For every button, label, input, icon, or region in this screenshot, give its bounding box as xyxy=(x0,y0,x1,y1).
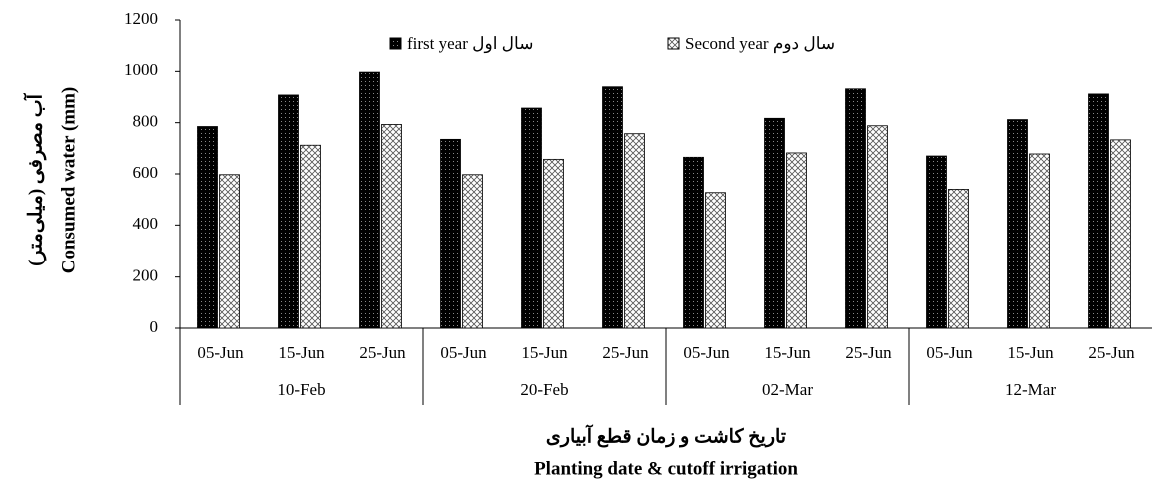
legend-swatch xyxy=(667,37,680,50)
bar xyxy=(521,107,542,329)
y-axis-title-fa: آب مصرفی (میلی‌متر) xyxy=(22,92,46,266)
bar xyxy=(624,133,645,329)
bar xyxy=(948,188,969,329)
bar xyxy=(381,124,402,329)
bar xyxy=(845,88,866,329)
bar xyxy=(1007,119,1028,329)
bar xyxy=(462,174,483,329)
x-tick-label: 25-Jun xyxy=(359,343,406,362)
bar xyxy=(867,125,888,329)
x-tick-label: 15-Jun xyxy=(1007,343,1054,362)
x-tick-label: 25-Jun xyxy=(1088,343,1135,362)
bar xyxy=(359,71,380,329)
group-label: 10-Feb xyxy=(277,380,325,399)
x-axis-title-fa: تاریخ کاشت و زمان قطع آبیاری xyxy=(546,423,786,447)
bar xyxy=(219,174,240,329)
x-tick-label: 25-Jun xyxy=(845,343,892,362)
y-tick-label: 200 xyxy=(133,266,159,285)
y-axis-title: Consumed water (mm) xyxy=(58,87,79,273)
bar xyxy=(786,152,807,329)
x-tick-label: 15-Jun xyxy=(521,343,568,362)
y-tick-label: 1200 xyxy=(124,9,158,28)
bar xyxy=(926,155,947,329)
y-tick-label: 800 xyxy=(133,112,159,131)
bar xyxy=(764,117,785,329)
legend-label: first year سال اول xyxy=(407,34,533,54)
group-label: 20-Feb xyxy=(520,380,568,399)
bar xyxy=(543,158,564,329)
legend-swatch xyxy=(389,37,402,50)
y-tick-label: 1000 xyxy=(124,60,158,79)
bar xyxy=(278,94,299,329)
y-tick-label: 600 xyxy=(133,163,159,182)
x-tick-label: 05-Jun xyxy=(926,343,973,362)
legend-label: Second year سال دوم xyxy=(685,34,835,54)
bar xyxy=(1088,93,1109,329)
bar xyxy=(1029,153,1050,329)
bar xyxy=(440,138,461,329)
x-tick-label: 05-Jun xyxy=(440,343,487,362)
group-label: 12-Mar xyxy=(1005,380,1056,399)
bar xyxy=(197,126,218,329)
y-tick-label: 400 xyxy=(133,214,159,233)
bar xyxy=(300,144,321,329)
x-tick-label: 05-Jun xyxy=(683,343,730,362)
bar xyxy=(683,156,704,329)
bar xyxy=(602,86,623,329)
y-tick-label: 0 xyxy=(150,317,159,336)
x-axis-title: Planting date & cutoff irrigation xyxy=(534,458,798,479)
bar xyxy=(705,192,726,329)
x-tick-label: 15-Jun xyxy=(764,343,811,362)
bar xyxy=(1110,139,1131,329)
x-tick-label: 25-Jun xyxy=(602,343,649,362)
x-tick-label: 05-Jun xyxy=(197,343,244,362)
x-tick-label: 15-Jun xyxy=(278,343,325,362)
group-label: 02-Mar xyxy=(762,380,813,399)
